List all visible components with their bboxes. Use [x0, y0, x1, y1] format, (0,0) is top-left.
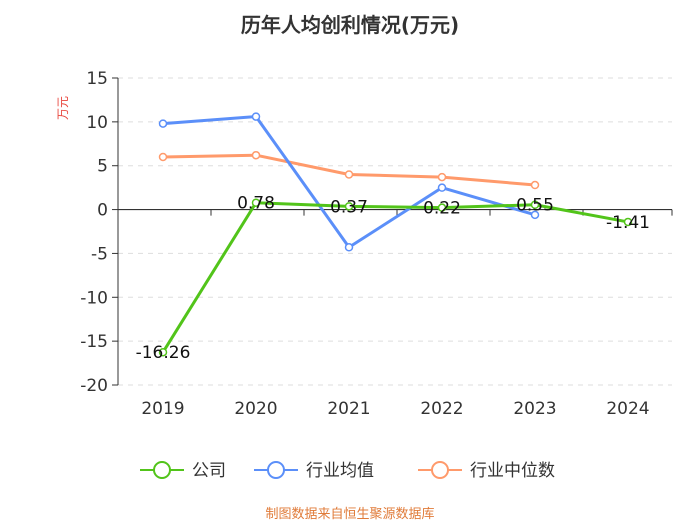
data-point-0[interactable] [158, 347, 168, 357]
data-label: 0.22 [423, 199, 461, 219]
y-tick-label: 5 [97, 157, 108, 177]
y-tick-label: -15 [80, 332, 108, 352]
y-tick-label: -20 [80, 376, 108, 396]
data-point-2[interactable] [530, 180, 540, 190]
data-point-0[interactable] [623, 217, 633, 227]
y-tick-label: -10 [80, 288, 108, 308]
data-label: 0.78 [237, 194, 275, 214]
data-point-1[interactable] [158, 119, 168, 128]
data-label: -1.41 [606, 213, 650, 233]
x-tick-label: 2024 [606, 399, 649, 419]
series-lines [158, 112, 633, 357]
grid-lines [118, 77, 672, 386]
x-tick-label: 2023 [513, 399, 556, 419]
data-labels: -16.26 0.78 0.37 0.22 0.55 -1.41 [136, 194, 650, 363]
legend-label: 行业中位数 [470, 461, 555, 481]
series-line-1[interactable] [162, 115, 536, 249]
series-line-2[interactable] [162, 153, 536, 187]
legend-label: 公司 [192, 461, 226, 481]
y-tick-label: 15 [86, 69, 108, 89]
legend[interactable]: 公司 行业均值 行业中位数 [140, 461, 555, 481]
data-point-0[interactable] [437, 203, 447, 212]
data-point-2[interactable] [158, 152, 168, 162]
data-point-2[interactable] [344, 170, 354, 179]
legend-item-0[interactable]: 公司 [140, 461, 226, 481]
x-tick-label: 2019 [141, 399, 184, 419]
data-point-1[interactable] [437, 183, 447, 192]
data-point-0[interactable] [530, 200, 540, 209]
data-point-0[interactable] [251, 198, 261, 207]
y-tick-label: 10 [86, 113, 108, 133]
legend-label: 行业均值 [306, 461, 374, 481]
y-unit-label: 万元 [56, 96, 70, 120]
data-point-1[interactable] [530, 210, 540, 220]
y-tick-label: -5 [91, 244, 108, 264]
x-tick-label: 2020 [234, 399, 277, 419]
data-point-1[interactable] [251, 112, 261, 121]
source-credit: 制图数据来自恒生聚源数据库 [265, 506, 434, 522]
series-line-0[interactable] [161, 201, 629, 353]
y-tick-label: 0 [97, 201, 108, 221]
data-label: 0.55 [516, 196, 554, 216]
legend-item-2[interactable]: 行业中位数 [418, 461, 555, 481]
x-tick-label: 2021 [327, 399, 370, 419]
data-point-2[interactable] [251, 150, 261, 160]
legend-item-1[interactable]: 行业均值 [254, 461, 374, 481]
data-label: 0.37 [330, 197, 368, 217]
data-point-0[interactable] [344, 202, 354, 211]
data-label: -16.26 [136, 343, 191, 363]
data-point-2[interactable] [437, 172, 447, 182]
chart-title: 历年人均创利情况(万元) [241, 13, 459, 37]
data-point-1[interactable] [344, 243, 354, 252]
axes: 15 10 5 0 -5 -10 -15 -20 2019 2020 2021 2022 2023 202… [80, 69, 673, 419]
x-tick-label: 2022 [420, 399, 463, 419]
